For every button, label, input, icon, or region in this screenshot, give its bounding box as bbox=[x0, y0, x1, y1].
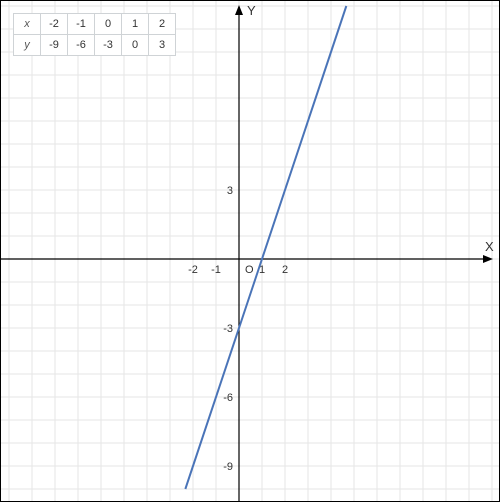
svg-text:-1: -1 bbox=[211, 264, 221, 276]
table-cell: 0 bbox=[95, 14, 122, 35]
table-cell: -9 bbox=[41, 35, 68, 56]
x-axis-label: X bbox=[485, 239, 494, 254]
table-cell: 3 bbox=[149, 35, 176, 56]
table-cell: -1 bbox=[68, 14, 95, 35]
svg-text:-6: -6 bbox=[223, 392, 233, 404]
svg-text:-9: -9 bbox=[223, 461, 233, 473]
y-axis-label: Y bbox=[247, 3, 256, 18]
table-cell: -6 bbox=[68, 35, 95, 56]
table-cell: 2 bbox=[149, 14, 176, 35]
row-header-x: x bbox=[14, 14, 41, 35]
chart-frame: -2-112O3-3-6-9 Y X x -2 -1 0 1 2 y -9 -6… bbox=[0, 0, 500, 502]
svg-text:O: O bbox=[245, 264, 254, 276]
svg-text:3: 3 bbox=[227, 185, 233, 197]
data-table: x -2 -1 0 1 2 y -9 -6 -3 0 3 bbox=[13, 13, 176, 56]
table-cell: 1 bbox=[122, 14, 149, 35]
table-row: y -9 -6 -3 0 3 bbox=[14, 35, 176, 56]
svg-text:-2: -2 bbox=[188, 264, 198, 276]
coordinate-plane: -2-112O3-3-6-9 bbox=[1, 1, 499, 501]
table-row: x -2 -1 0 1 2 bbox=[14, 14, 176, 35]
row-header-y: y bbox=[14, 35, 41, 56]
table-cell: -3 bbox=[95, 35, 122, 56]
svg-text:-3: -3 bbox=[223, 323, 233, 335]
table-cell: -2 bbox=[41, 14, 68, 35]
table-cell: 0 bbox=[122, 35, 149, 56]
svg-text:2: 2 bbox=[282, 264, 288, 276]
